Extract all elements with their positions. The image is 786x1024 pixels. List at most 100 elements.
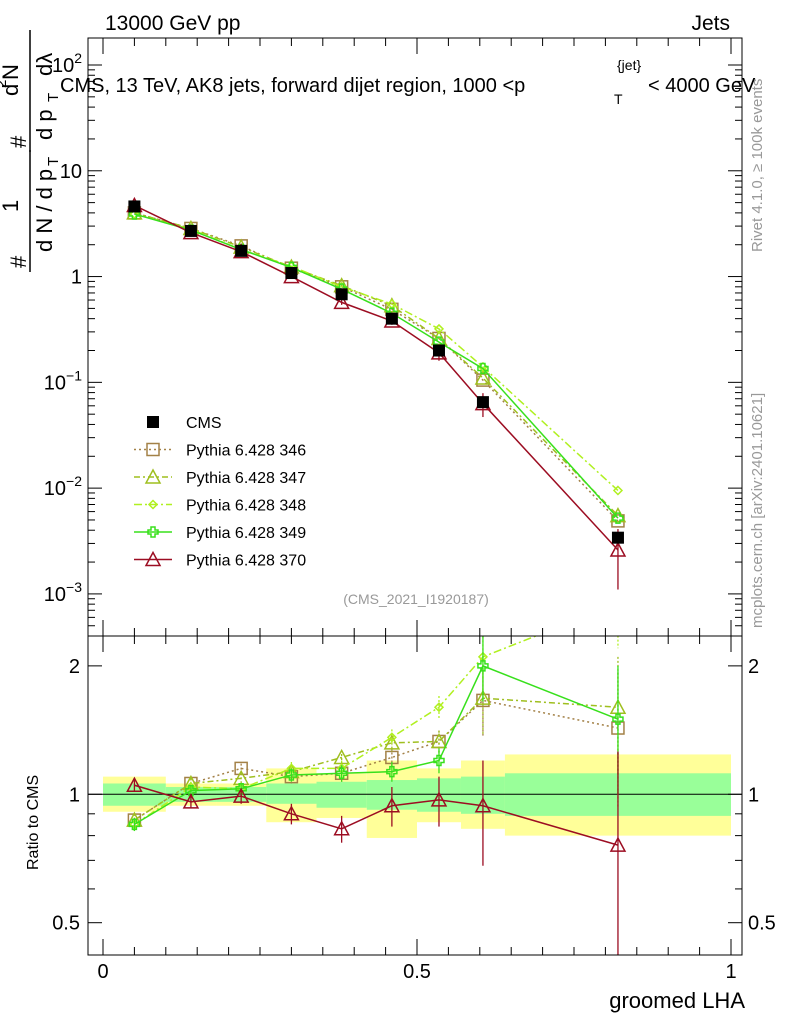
ylabel-frac-den: d N / d p [32,169,57,252]
marker-filled-square [385,312,398,325]
ratio-line [133,697,619,821]
marker-diamond [433,323,445,334]
ratio-y-tick-label-right: 2 [748,656,759,678]
legend-item-cms: CMS [147,415,222,432]
marker-triangle [609,836,627,852]
axes-layer: 10−3 10−2 10−1 1 10 102 0.5 0.5 1 1 2 2 0 0.5 1 [44,37,776,983]
marker-cross [477,660,489,672]
marker-triangle [283,805,300,821]
title-main: CMS, 13 TeV, AK8 jets, forward dijet reg… [60,75,525,97]
marker-diamond [614,600,622,608]
ylabel-hash1: # [6,255,31,268]
legend-label: Pythia 6.428 370 [186,553,306,570]
marker-cross [612,512,624,524]
chart-title: CMS, 13 TeV, AK8 jets, forward dijet reg… [60,57,756,107]
ylabel-dpt: d p [32,109,57,140]
x-tick-label: 1 [725,961,736,983]
marker-diamond [433,702,445,713]
marker-triangle [333,293,350,310]
marker-cross [185,784,197,797]
ratio-frame [87,635,743,956]
marker-filled-square [285,267,298,280]
legend-label: Pythia 6.428 346 [186,443,306,460]
x-tick-label: 0.5 [403,961,431,983]
legend-item-p349: Pythia 6.428 349 [134,525,306,542]
marker-diamond [386,732,397,743]
analysis-watermark: (CMS_2021_I1920187) [343,591,489,607]
marker-cross [433,754,445,767]
ratio-line [133,636,538,826]
y-tick-label: 10−1 [44,367,82,394]
marker-cross [612,713,624,725]
marker-triangle [383,734,401,750]
rivet-version-note: Rivet 4.1.0, ≥ 100k events [749,79,766,252]
ratio-axis-label: Ratio to CMS [25,775,42,870]
marker-cross [335,767,348,780]
marker-triangle [430,791,448,807]
legend-item-p346: Pythia 6.428 346 [134,443,306,460]
marker-filled-square [335,288,348,301]
y-tick-label: 102 [52,50,82,77]
title-sup: {jet} [617,57,641,73]
y-tick-label: 10−3 [44,579,82,606]
marker-triangle [182,793,200,809]
marker-cross [128,818,141,831]
marker-filled-square [128,200,141,213]
title-tail: < 4000 GeV [648,75,756,97]
marker-triangle [144,468,162,484]
legend-item-p370: Pythia 6.428 370 [134,550,306,570]
marker-triangle [474,797,492,813]
marker-filled-square [432,344,445,357]
series-main-cms [128,200,624,544]
marker-cross [477,362,489,375]
ylabel-d2n-n: N [0,64,23,80]
marker-filled-square [184,224,197,237]
marker-cross [147,526,159,538]
marker-triangle [144,550,162,567]
marker-triangle [126,776,143,792]
marker-diamond [612,485,624,496]
legend-item-p347: Pythia 6.428 347 [134,468,306,487]
ratio-y-tick-label: 2 [69,656,80,678]
marker-triangle [383,797,401,813]
series-layer [126,196,627,955]
marker-cross [285,769,298,781]
marker-triangle [474,689,492,705]
ylabel-d2n-sup: 2 [0,80,10,88]
ratio-y-tick-label: 0.5 [52,913,80,935]
ratio-y-tick-label-right: 0.5 [748,913,776,935]
marker-triangle [430,732,448,749]
series-ratio-p370 [126,751,627,955]
legend-label: Pythia 6.428 348 [186,498,306,515]
x-tick-label: 0 [97,961,108,983]
header-tag: Jets [691,12,730,35]
header-process: 13000 GeV pp [105,12,240,35]
y-tick-label: 10 [60,161,82,183]
legend: CMS Pythia 6.428 346 Pythia 6.428 347 Pythi… [134,415,306,570]
band-inner-bin [266,783,317,804]
series-line [134,212,619,517]
mcplots-credit: mcplots.cern.ch [arXiv:2401.10621] [749,393,766,628]
legend-item-p348: Pythia 6.428 348 [134,498,306,515]
ylabel-hash2: # [6,135,31,148]
ratio-y-tick-label-right: 1 [748,784,759,806]
marker-filled-square [147,416,159,428]
marker-filled-square [235,244,248,257]
ylabel-dlambda: dλ [32,53,57,76]
y-tick-label: 1 [71,267,82,289]
ylabel-sub-t1: T [45,157,62,166]
legend-label: Pythia 6.428 347 [186,470,306,487]
title-sub: T [614,91,623,107]
legend-label: Pythia 6.428 349 [186,525,306,542]
x-axis-label: groomed LHA [609,988,745,1013]
ratio-y-tick-label: 1 [69,784,80,806]
marker-triangle [232,787,250,803]
y-axis-label: # 1 d N / d p T # d 2 N d p T dλ [0,30,62,272]
ylabel-d2n: d [0,84,23,96]
marker-square [146,442,160,457]
marker-filled-square [611,531,624,544]
marker-triangle [333,820,350,836]
marker-filled-square [476,396,489,409]
ratio-uncertainty-bands [88,754,742,838]
